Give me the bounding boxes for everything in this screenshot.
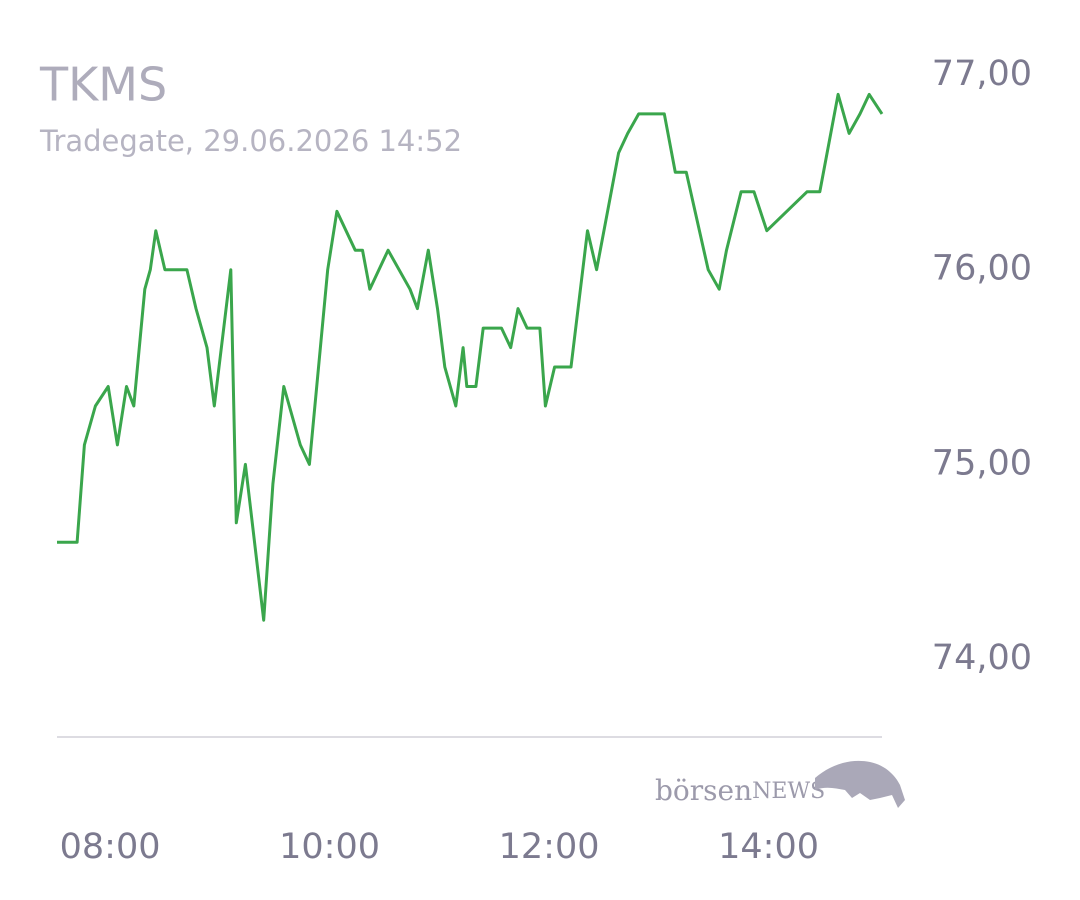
y-tick-label: 75,00 xyxy=(932,443,1032,483)
chart-title: TKMS xyxy=(39,58,167,112)
watermark-text: börsenNEWS xyxy=(655,774,825,807)
watermark: börsenNEWS xyxy=(655,760,905,808)
chart-subtitle: Tradegate, 29.06.2026 14:52 xyxy=(39,124,462,158)
x-tick-label: 08:00 xyxy=(60,827,161,867)
y-tick-label: 77,00 xyxy=(932,54,1032,94)
bull-icon xyxy=(815,760,905,808)
x-tick-label: 12:00 xyxy=(499,827,600,867)
watermark-part: börsen xyxy=(655,774,752,807)
x-tick-label: 10:00 xyxy=(279,827,380,867)
price-line xyxy=(57,92,884,622)
y-tick-label: 74,00 xyxy=(932,638,1032,678)
x-tick-label: 14:00 xyxy=(718,827,819,867)
watermark-part: NEWS xyxy=(752,779,825,804)
y-tick-label: 76,00 xyxy=(932,249,1032,289)
